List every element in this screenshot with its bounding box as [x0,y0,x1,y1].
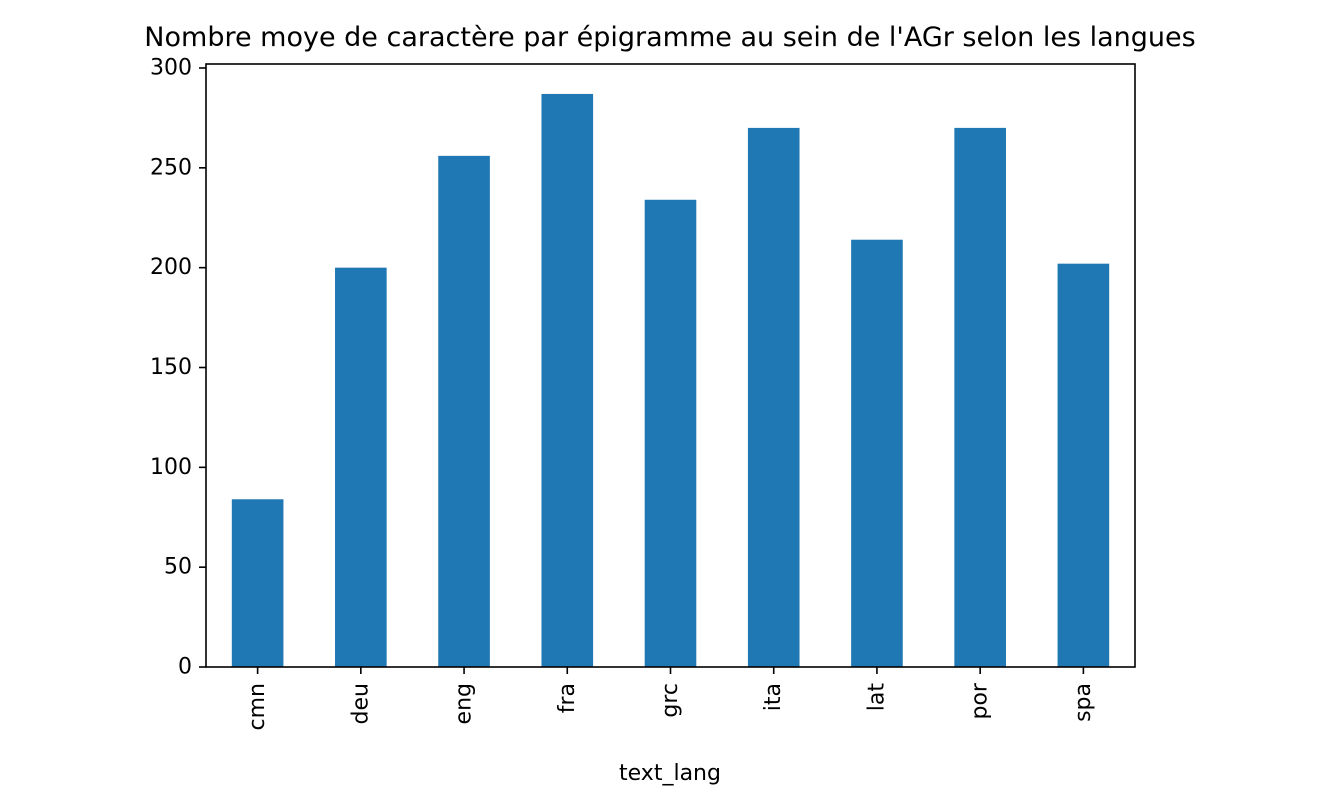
x-tick-label-deu: deu [348,683,373,724]
x-tick-label-cmn: cmn [245,683,270,730]
bar-eng [438,155,490,667]
bar-deu [335,267,387,667]
x-tick-label-grc: grc [658,683,683,718]
bar-cmn [231,499,284,667]
x-tick-label-lat: lat [864,683,889,712]
y-tick-label-50: 50 [164,555,192,580]
x-axis-label: text_lang [619,761,721,786]
bar-lat [851,239,903,667]
x-tick-label-fra: fra [555,683,580,713]
x-tick-label-spa: spa [1071,683,1096,722]
x-tick-label-por: por [968,682,993,719]
x-axis: cmn deu eng fra grc ita lat por spa [245,667,1096,730]
x-tick-label-ita: ita [761,683,786,711]
y-tick-label-200: 200 [150,255,192,280]
y-tick-label-150: 150 [150,355,192,380]
bar-ita [747,127,800,667]
bar-grc [644,199,697,667]
y-tick-label-0: 0 [178,655,192,680]
bar-por [954,127,1006,667]
x-tick-label-eng: eng [452,683,477,724]
y-tick-label-100: 100 [150,455,192,480]
bar-spa [1057,263,1110,667]
chart-title: Nombre moye de caractère par épigramme a… [144,22,1195,53]
bars-group [231,93,1110,667]
y-tick-label-250: 250 [150,155,192,180]
bar-fra [541,93,594,667]
y-axis: 0 50 100 150 200 250 300 [150,55,206,680]
y-tick-label-300: 300 [150,55,192,80]
